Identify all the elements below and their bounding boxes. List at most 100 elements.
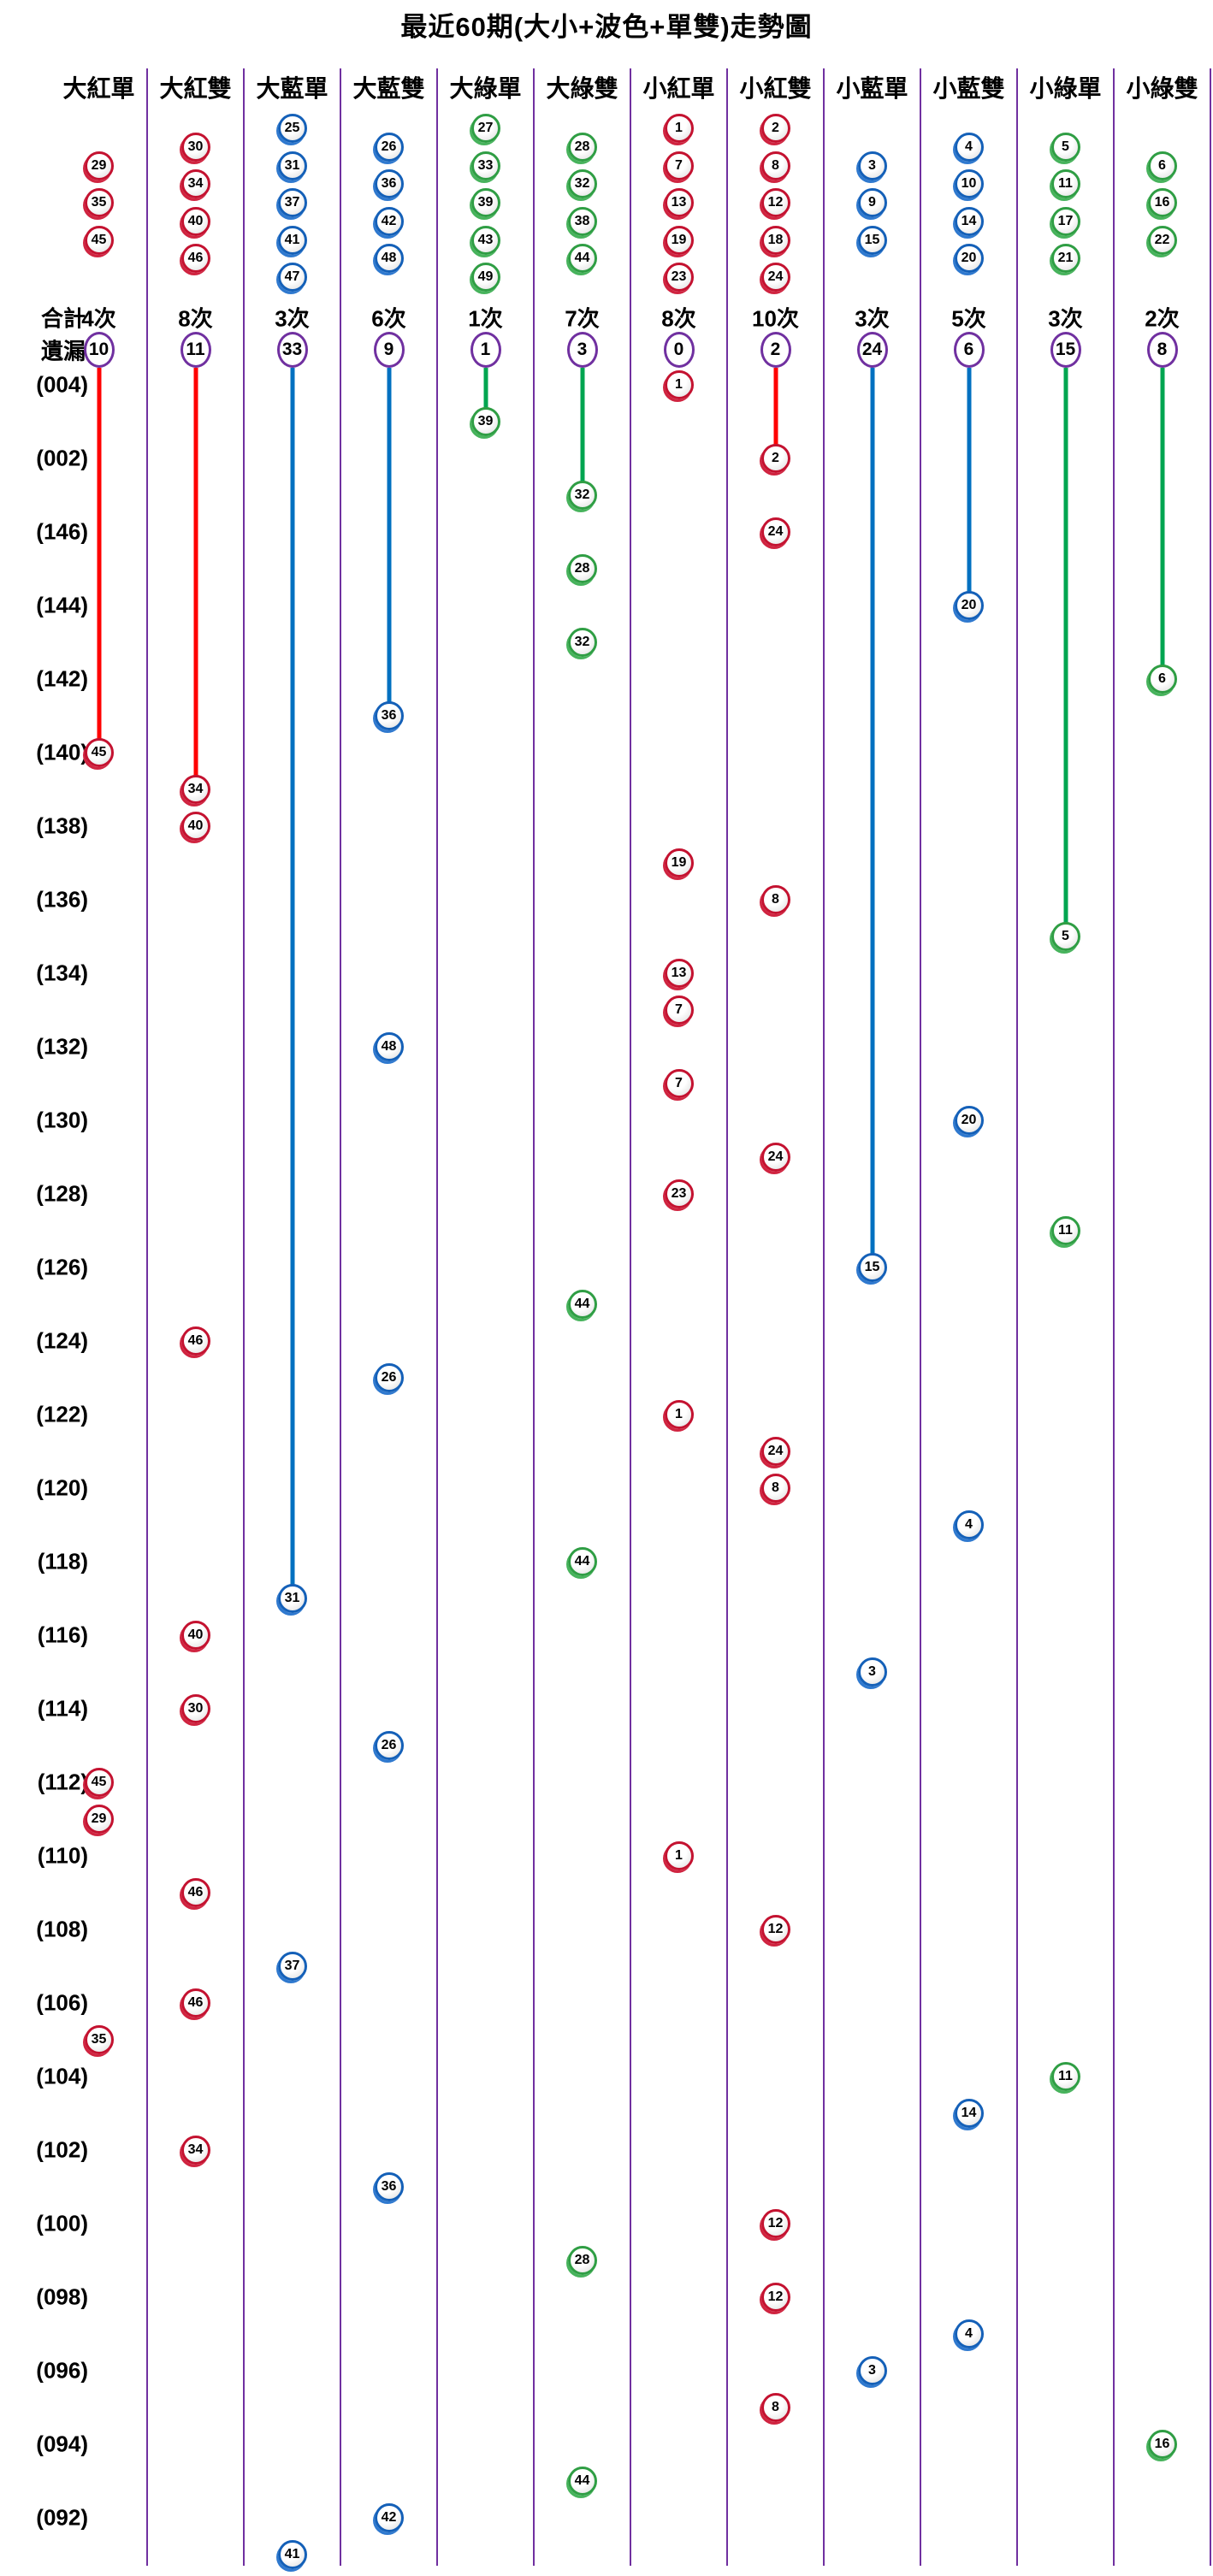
column-separator — [823, 68, 825, 2566]
period-label: (122) — [36, 1401, 88, 1427]
legend-ball: 27 — [470, 114, 500, 143]
draw-ball: 3 — [857, 2356, 887, 2385]
legend-ball: 2 — [760, 114, 790, 143]
legend-ball: 35 — [84, 188, 114, 217]
legend-ball: 25 — [277, 114, 307, 143]
draw-ball: 7 — [664, 1069, 694, 1098]
period-label: (138) — [36, 812, 88, 839]
legend-ball: 36 — [374, 169, 404, 199]
draw-ball: 1 — [664, 370, 694, 399]
draw-ball: 46 — [180, 1988, 210, 2018]
period-label: (108) — [36, 1916, 88, 1942]
total-row-label: 合計 — [40, 305, 86, 332]
legend-ball: 26 — [374, 132, 404, 162]
draw-ball: 24 — [760, 517, 790, 547]
total-count: 5次 — [951, 305, 986, 332]
total-count: 8次 — [661, 305, 696, 332]
column-separator — [630, 68, 631, 2566]
legend-ball: 39 — [470, 188, 500, 217]
total-count: 8次 — [178, 305, 213, 332]
period-label: (102) — [36, 2136, 88, 2163]
draw-ball: 44 — [567, 1290, 597, 1319]
legend-ball: 9 — [857, 188, 887, 217]
draw-ball: 44 — [567, 1547, 597, 1576]
miss-count: 9 — [373, 332, 405, 368]
draw-ball: 1 — [664, 1841, 694, 1870]
period-label: (142) — [36, 665, 88, 692]
legend-ball: 4 — [954, 132, 984, 162]
legend-ball: 46 — [180, 244, 210, 274]
period-label: (098) — [36, 2284, 88, 2310]
column-separator — [436, 68, 438, 2566]
total-count: 6次 — [371, 305, 406, 332]
period-label: (094) — [36, 2431, 88, 2457]
period-label: (124) — [36, 1327, 88, 1354]
draw-ball: 39 — [470, 407, 500, 436]
period-label: (004) — [36, 371, 88, 398]
total-count: 1次 — [468, 305, 503, 332]
legend-ball: 20 — [954, 244, 984, 274]
miss-count: 2 — [760, 332, 791, 368]
draw-ball: 5 — [1050, 922, 1080, 951]
period-label: (132) — [36, 1033, 88, 1060]
period-label: (100) — [36, 2210, 88, 2236]
miss-row-label: 遺漏 — [40, 338, 86, 364]
draw-ball: 6 — [1147, 665, 1177, 694]
legend-ball: 17 — [1050, 206, 1080, 236]
draw-ball: 35 — [84, 2025, 114, 2054]
legend-ball: 38 — [567, 206, 597, 236]
miss-count: 1 — [470, 332, 501, 368]
legend-ball: 34 — [180, 169, 210, 199]
draw-ball: 4 — [954, 2319, 984, 2349]
total-count: 3次 — [275, 305, 310, 332]
draw-ball: 26 — [374, 1731, 404, 1760]
legend-ball: 29 — [84, 151, 114, 180]
draw-ball: 45 — [84, 738, 114, 767]
column-header: 大綠單 — [449, 75, 522, 102]
draw-ball: 37 — [277, 1952, 307, 1981]
trend-line — [97, 368, 101, 741]
period-label: (118) — [37, 1548, 88, 1575]
draw-ball: 48 — [374, 1032, 404, 1061]
period-label: (092) — [36, 2504, 88, 2531]
period-label: (130) — [36, 1107, 88, 1133]
draw-ball: 46 — [180, 1878, 210, 1907]
column-header: 小藍雙 — [932, 75, 1005, 102]
column-header: 小紅雙 — [739, 75, 812, 102]
miss-count: 10 — [83, 332, 115, 368]
draw-ball: 32 — [567, 628, 597, 657]
legend-ball: 1 — [664, 114, 694, 143]
draw-ball: 34 — [180, 2136, 210, 2165]
draw-ball: 46 — [180, 1326, 210, 1356]
period-label: (140) — [36, 739, 88, 765]
total-count: 3次 — [855, 305, 890, 332]
trend-line — [580, 368, 584, 483]
draw-ball: 31 — [277, 1584, 307, 1613]
column-header: 大藍雙 — [352, 75, 425, 102]
legend-ball: 5 — [1050, 132, 1080, 162]
draw-ball: 28 — [567, 554, 597, 583]
legend-ball: 11 — [1050, 169, 1080, 199]
legend-ball: 32 — [567, 169, 597, 199]
legend-ball: 31 — [277, 151, 307, 180]
legend-ball: 28 — [567, 132, 597, 162]
draw-ball: 7 — [664, 996, 694, 1025]
period-label: (120) — [36, 1474, 88, 1501]
legend-ball: 43 — [470, 225, 500, 255]
period-label: (114) — [37, 1695, 88, 1722]
legend-ball: 48 — [374, 244, 404, 274]
draw-ball: 45 — [84, 1768, 114, 1797]
draw-ball: 20 — [954, 591, 984, 620]
draw-ball: 8 — [760, 2393, 790, 2422]
column-header: 小藍單 — [836, 75, 908, 102]
column-separator — [920, 68, 921, 2566]
trend-line — [387, 368, 391, 704]
column-separator — [243, 68, 245, 2566]
trend-line — [290, 368, 294, 1586]
draw-ball: 1 — [664, 1400, 694, 1429]
miss-count: 8 — [1146, 332, 1178, 368]
column-header: 大紅單 — [62, 75, 135, 102]
legend-ball: 40 — [180, 206, 210, 236]
column-header: 大綠雙 — [546, 75, 618, 102]
